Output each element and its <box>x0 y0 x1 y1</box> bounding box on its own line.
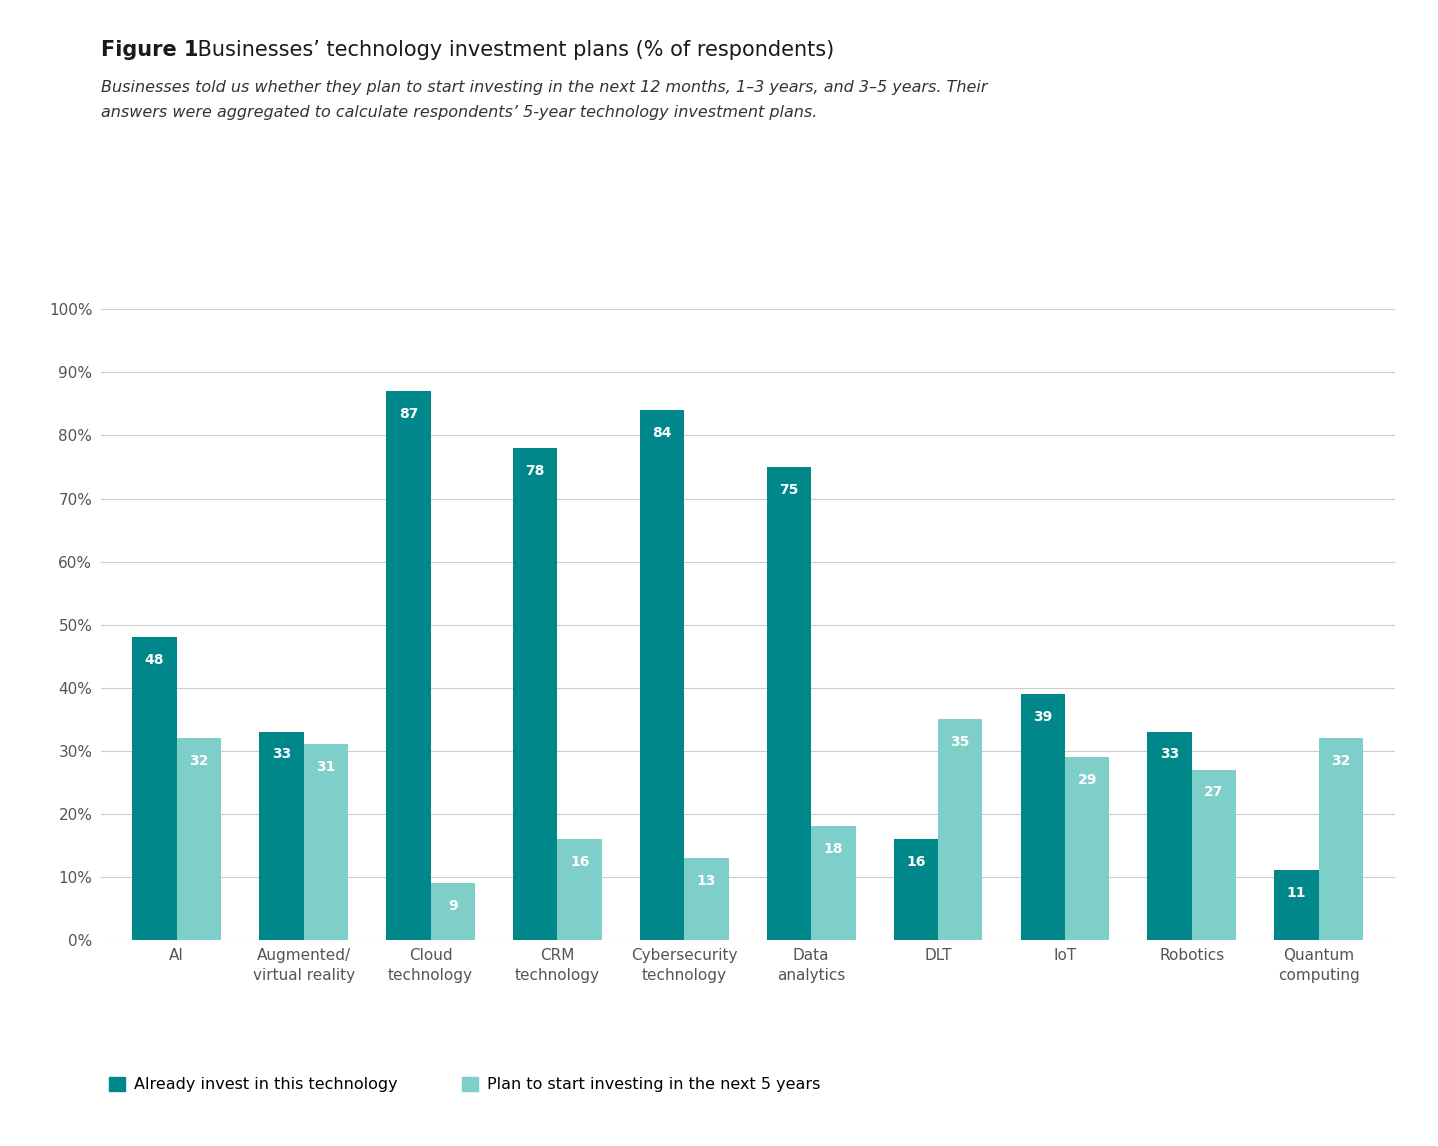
Bar <box>513 448 558 940</box>
Bar <box>640 410 684 940</box>
Bar <box>177 738 221 940</box>
Bar <box>1192 770 1237 940</box>
Bar <box>938 720 982 940</box>
Text: 32: 32 <box>1332 754 1350 768</box>
Legend: Already invest in this technology, Plan to start investing in the next 5 years: Already invest in this technology, Plan … <box>109 1076 821 1092</box>
Text: 78: 78 <box>525 464 545 478</box>
Text: 11: 11 <box>1287 886 1306 900</box>
Text: 33: 33 <box>272 747 290 761</box>
Bar <box>132 637 177 940</box>
Text: 39: 39 <box>1032 709 1053 723</box>
Text: 29: 29 <box>1077 772 1097 786</box>
Text: 9: 9 <box>449 898 457 912</box>
Bar <box>766 468 811 940</box>
Text: 31: 31 <box>316 760 335 774</box>
Bar <box>558 839 603 940</box>
Text: 35: 35 <box>951 735 971 748</box>
Bar <box>430 882 475 940</box>
Text: 48: 48 <box>145 653 164 667</box>
Text: Businesses’ technology investment plans (% of respondents): Businesses’ technology investment plans … <box>191 40 834 60</box>
Text: 27: 27 <box>1205 785 1224 799</box>
Bar <box>259 732 303 940</box>
Text: 16: 16 <box>906 855 926 869</box>
Text: answers were aggregated to calculate respondents’ 5-year technology investment p: answers were aggregated to calculate res… <box>101 105 817 120</box>
Bar <box>893 839 938 940</box>
Text: 13: 13 <box>697 873 716 887</box>
Bar <box>387 392 430 940</box>
Text: 32: 32 <box>190 754 209 768</box>
Bar <box>1021 693 1066 940</box>
Bar <box>1274 871 1319 940</box>
Text: 33: 33 <box>1160 747 1179 761</box>
Bar <box>1066 756 1109 940</box>
Bar <box>1148 732 1192 940</box>
Text: 16: 16 <box>569 855 590 869</box>
Text: 18: 18 <box>824 842 843 856</box>
Bar <box>684 857 729 940</box>
Text: 84: 84 <box>653 426 672 440</box>
Text: 87: 87 <box>398 407 418 421</box>
Text: Businesses told us whether they plan to start investing in the next 12 months, 1: Businesses told us whether they plan to … <box>101 80 986 95</box>
Text: Figure 1: Figure 1 <box>101 40 198 60</box>
Bar <box>1319 738 1363 940</box>
Bar <box>303 745 348 940</box>
Bar <box>811 826 856 940</box>
Text: 75: 75 <box>779 482 798 496</box>
